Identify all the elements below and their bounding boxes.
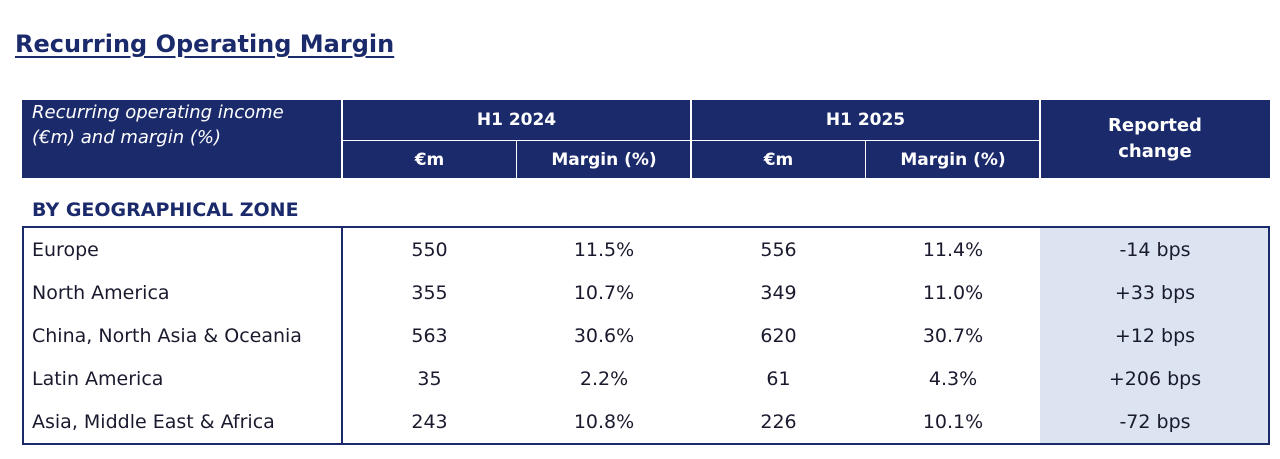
- header-h1-2024: H1 2024: [476, 110, 557, 130]
- margin-2024: 10.8%: [573, 410, 635, 433]
- page-title: Recurring Operating Margin: [15, 30, 395, 58]
- header-h1-2025: H1 2025: [825, 110, 906, 130]
- eur-2025: 226: [760, 410, 797, 433]
- table-row: Latin America 35 2.2% 61 4.3% +206 bps: [22, 357, 1270, 400]
- header-eur-2024: €m: [414, 150, 445, 170]
- header-margin-2025: Margin (%): [900, 150, 1006, 170]
- eur-2024: 243: [411, 410, 448, 433]
- reported-change: +206 bps: [1108, 367, 1202, 390]
- eur-2024: 35: [417, 367, 442, 390]
- zone-name: North America: [32, 281, 170, 304]
- eur-2024: 355: [411, 281, 448, 304]
- eur-2025: 349: [760, 281, 797, 304]
- header-reported-line2: change: [1118, 141, 1192, 162]
- zone-name: Europe: [32, 238, 99, 261]
- section-label: BY GEOGRAPHICAL ZONE: [32, 199, 299, 221]
- header-divider: [341, 100, 343, 178]
- table-row: Asia, Middle East & Africa 243 10.8% 226…: [22, 400, 1270, 443]
- table-row: North America 355 10.7% 349 11.0% +33 bp…: [22, 271, 1270, 314]
- eur-2025: 620: [760, 324, 797, 347]
- header-margin-2024: Margin (%): [551, 150, 657, 170]
- eur-2024: 563: [411, 324, 448, 347]
- header-label-line2: (€m) and margin (%): [32, 127, 222, 148]
- reported-change: -72 bps: [1119, 410, 1191, 433]
- margin-2025: 11.4%: [922, 238, 984, 261]
- header-label: Recurring operating income (€m) and marg…: [22, 100, 342, 178]
- reported-change-shading: [1040, 228, 1268, 443]
- header-divider: [516, 141, 517, 178]
- margin-2024: 11.5%: [573, 238, 635, 261]
- table-header: Recurring operating income (€m) and marg…: [22, 100, 1270, 178]
- zone-column-divider: [341, 226, 343, 445]
- zone-name: Latin America: [32, 367, 164, 390]
- margin-2025: 30.7%: [922, 324, 984, 347]
- zone-name: Asia, Middle East & Africa: [32, 410, 275, 433]
- eur-2025: 556: [760, 238, 797, 261]
- eur-2025: 61: [766, 367, 791, 390]
- reported-change: +33 bps: [1114, 281, 1196, 304]
- margin-2025: 11.0%: [922, 281, 984, 304]
- eur-2024: 550: [411, 238, 448, 261]
- margin-2024: 2.2%: [579, 367, 629, 390]
- header-divider: [865, 141, 866, 178]
- table-row: China, North Asia & Oceania 563 30.6% 62…: [22, 314, 1270, 357]
- header-divider: [342, 140, 1040, 141]
- margin-2025: 10.1%: [922, 410, 984, 433]
- header-divider: [690, 100, 692, 178]
- margin-2025: 4.3%: [928, 367, 978, 390]
- margin-2024: 30.6%: [573, 324, 635, 347]
- header-reported-change: Reported change: [1040, 100, 1270, 178]
- header-divider: [1039, 100, 1041, 178]
- margin-2024: 10.7%: [573, 281, 635, 304]
- table-row: Europe 550 11.5% 556 11.4% -14 bps: [22, 228, 1270, 271]
- reported-change: -14 bps: [1119, 238, 1191, 261]
- header-label-line1: Recurring operating income: [32, 102, 284, 123]
- header-reported-line1: Reported: [1108, 115, 1202, 136]
- zone-name: China, North Asia & Oceania: [32, 324, 302, 347]
- reported-change: +12 bps: [1114, 324, 1196, 347]
- header-eur-2025: €m: [763, 150, 794, 170]
